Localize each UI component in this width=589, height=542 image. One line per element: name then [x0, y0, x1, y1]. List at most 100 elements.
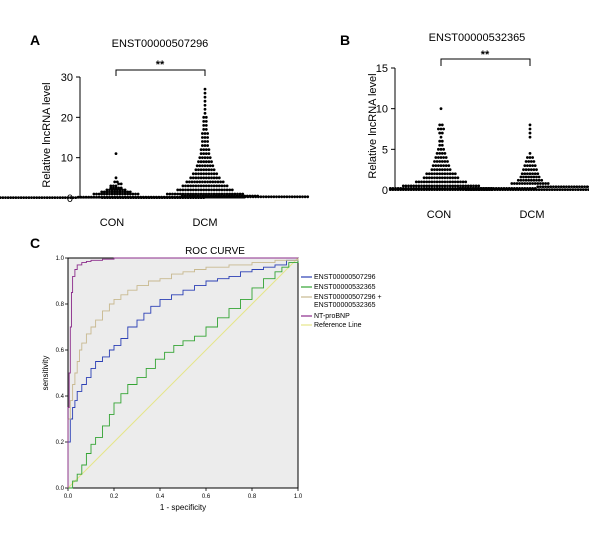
panel-b-data-point [555, 188, 559, 191]
panel-b-data-point [459, 184, 462, 188]
panel-b-data-point [516, 178, 520, 182]
panel-b-data-point [438, 168, 442, 172]
panel-c: C ROC CURVE 0.0 0.2 0.4 0.6 0.8 1.00.00.20.40… [30, 235, 382, 512]
panel-a-data-point [114, 152, 118, 156]
panel-a-data-point [204, 115, 208, 119]
roc-series-line [67, 257, 298, 488]
panel-b-data-point [446, 172, 449, 176]
panel-a-data-point [210, 184, 213, 188]
panel-a-data-point [186, 196, 190, 199]
panel-a-data-point [178, 192, 182, 196]
panel-b-data-point [440, 176, 444, 180]
panel-a-data-point [191, 176, 195, 180]
panel-b-data-point [456, 184, 460, 188]
panel-a-data-point [43, 196, 46, 199]
legend-label-line: ENST00000507296 + [314, 294, 382, 301]
panel-a-data-point [206, 144, 210, 147]
panel-a-data-point [97, 192, 101, 196]
panel-b-data-point [540, 178, 544, 182]
panel-a-data-point [197, 196, 200, 199]
panel-b-data-point [440, 184, 444, 188]
panel-a-data-point [106, 196, 109, 199]
panel-b-data-point [422, 180, 426, 184]
panel-a-data-point [113, 192, 117, 196]
legend-label-line: ENST00000532365 [314, 302, 376, 309]
panel-b-data-point [528, 127, 532, 131]
panel-b-data-point [388, 188, 392, 191]
panel-b-data-point [529, 160, 533, 163]
panel-b-data-point [435, 152, 439, 155]
panel-b-data-point [519, 188, 523, 191]
panel-b-data-point [566, 188, 570, 191]
panel-b-data-point [542, 188, 546, 191]
panel-b-data-point [420, 180, 423, 184]
panel-letter-b: B [340, 32, 350, 48]
panel-a-data-point [197, 172, 200, 176]
panel-a-data-point [197, 188, 200, 192]
panel-b-data-point [430, 184, 434, 188]
panel-b-data-point [446, 184, 449, 188]
panel-a-data-point [197, 176, 200, 180]
roc-x-tick-label: 0.8 [248, 494, 257, 500]
panel-a-data-point [48, 196, 52, 199]
panel-a-data-point [61, 196, 65, 199]
panel-b-data-point [451, 188, 455, 191]
panel-a-data-point [199, 172, 203, 176]
panel-b-y-tick-label: 0 [382, 185, 388, 197]
panel-b-data-point [528, 135, 532, 139]
panel-b-data-point [422, 176, 426, 180]
panel-b-data-point [461, 186, 464, 190]
panel-a-data-point [217, 176, 221, 180]
panel-a-data-point [203, 111, 207, 115]
panel-a-data-point [126, 192, 130, 196]
panel-b-data-point [459, 180, 462, 184]
panel-b-data-point [584, 188, 588, 191]
panel-a-data-point [97, 195, 101, 199]
panel-b-data-point [565, 185, 568, 189]
panel-b-data-point [522, 178, 525, 182]
panel-a-data-point [22, 196, 26, 199]
panel-b-data-point [527, 188, 531, 191]
legend-label: Reference Line [314, 322, 362, 329]
panel-a-data-point [220, 184, 224, 188]
panel-a-data-point [210, 188, 213, 192]
panel-a-data-point [207, 192, 211, 196]
panel-b-data-point [531, 156, 534, 159]
panel-a-data-point [123, 192, 127, 196]
panel-a-data-point [199, 148, 203, 152]
panel-b-data-point [533, 172, 537, 176]
panel-a-data-point [217, 184, 221, 188]
panel-a-data-point [121, 192, 124, 196]
panel-b-data-point [524, 178, 528, 182]
panel-b-points [388, 107, 589, 191]
panel-a-data-point [191, 196, 195, 199]
panel-a-data-point [204, 195, 208, 199]
panel-b-data-point [414, 188, 418, 191]
panel-b-data-point [526, 172, 529, 176]
panel-b-y-ticks: 0 5 10 15 [376, 63, 395, 197]
panel-b-data-point [443, 168, 447, 172]
panel-b-data-point [435, 184, 439, 188]
panel-a-data-point [185, 180, 189, 184]
panel-a-data-point [203, 87, 207, 91]
panel-b-data-point [559, 185, 563, 189]
panel-b-data-point [472, 188, 476, 191]
panel-a-data-point [221, 180, 225, 184]
panel-a-data-point [215, 172, 219, 176]
panel-a-data-point [301, 195, 304, 199]
panel-a-data-point [188, 180, 191, 184]
panel-a-data-point [160, 196, 164, 199]
panel-a-data-point [207, 188, 211, 192]
panel-a-data-point [298, 195, 302, 199]
panel-a-data-point [37, 196, 41, 199]
panel-a-data-point [203, 103, 207, 107]
panel-b: B ENST00000532365 Relative lncRNA level … [340, 32, 589, 221]
panel-b-data-point [391, 188, 395, 191]
panel-a-data-point [136, 192, 140, 196]
roc-y-tick-label: 0.2 [56, 440, 65, 446]
panel-b-data-point [446, 188, 449, 191]
panel-b-data-point [529, 175, 533, 179]
panel-b-data-point [443, 172, 447, 176]
panel-b-data-point [469, 184, 473, 188]
panel-b-data-point [498, 188, 502, 191]
